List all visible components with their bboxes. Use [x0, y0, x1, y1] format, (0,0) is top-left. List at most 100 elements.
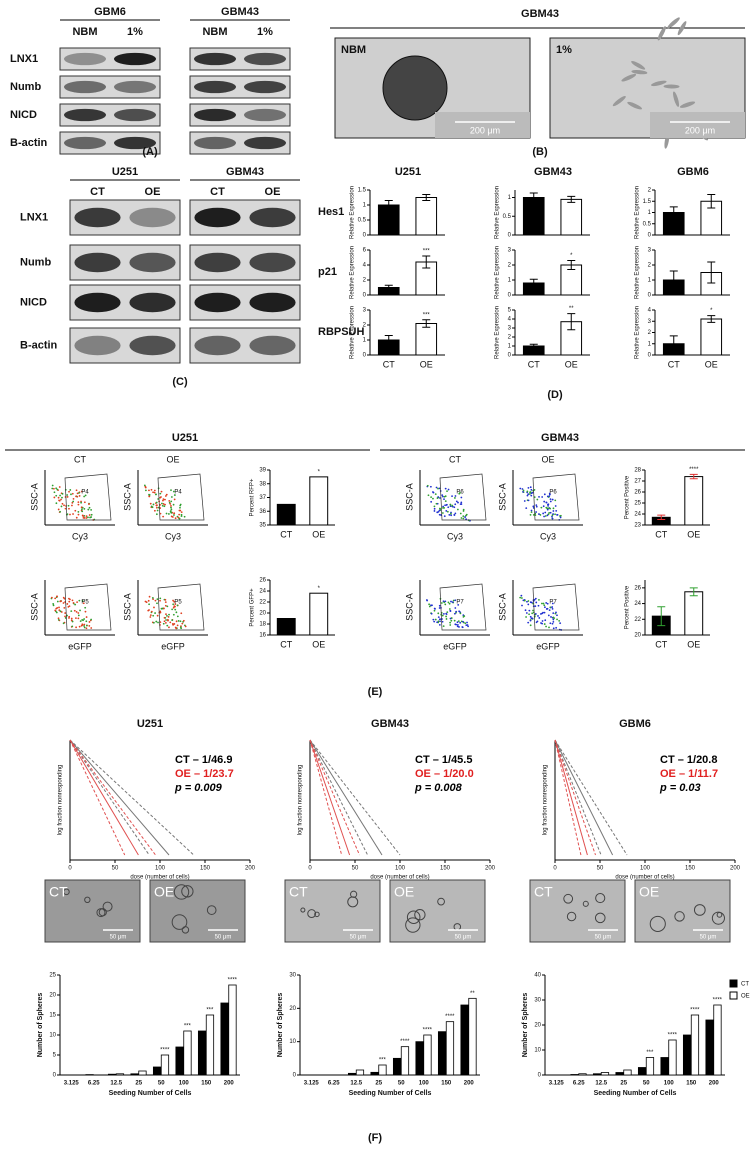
y-tick-label: 5: [508, 308, 512, 314]
x-tick-label: 6.25: [573, 1081, 585, 1087]
event-dot: [68, 597, 70, 600]
event-dot: [442, 505, 445, 508]
event-dot: [80, 624, 83, 627]
significance: ****: [689, 467, 699, 473]
y-tick-label: 22: [634, 617, 641, 623]
y-axis-label: Relative Expression: [635, 306, 641, 359]
event-dot: [551, 606, 554, 608]
y-tick-label: 5: [53, 1053, 57, 1059]
event-dot: [552, 620, 555, 623]
event-dot: [521, 604, 523, 607]
event-dot: [441, 494, 444, 497]
bar: [445, 1021, 455, 1076]
event-dot: [546, 602, 549, 605]
event-dot: [434, 493, 437, 495]
y-tick-label: 0: [293, 1073, 297, 1079]
significance: ****: [690, 1008, 700, 1014]
event-dot: [58, 606, 60, 609]
event-dot: [438, 623, 441, 626]
event-dot: [57, 618, 60, 621]
event-dot: [178, 509, 181, 512]
fit-line: [309, 739, 369, 856]
event-dot: [77, 510, 80, 513]
event-dot: [152, 491, 154, 494]
event-dot: [542, 505, 545, 508]
event-dot: [166, 614, 168, 617]
fit-line: [69, 739, 139, 856]
event-dot: [541, 620, 544, 622]
event-dot: [450, 514, 453, 517]
event-dot: [555, 509, 558, 512]
event-dot: [443, 498, 445, 500]
significance: ***: [206, 1008, 214, 1014]
event-dot: [85, 616, 88, 618]
fit-line: [69, 739, 170, 856]
event-dot: [172, 613, 175, 616]
bar: [130, 1073, 139, 1076]
x-tick-label: 150: [201, 1081, 212, 1087]
scale-label: 200 μm: [685, 125, 715, 135]
gate: [532, 473, 580, 521]
event-dot: [145, 601, 148, 604]
sphere: [674, 911, 685, 922]
event-dot: [551, 517, 554, 520]
condition-label: CT: [74, 454, 86, 464]
event-dot: [463, 615, 466, 617]
event-dot: [522, 491, 524, 493]
event-dot: [529, 624, 532, 627]
group-title: GBM43: [371, 718, 409, 730]
condition-label: CT: [90, 186, 105, 198]
event-dot: [85, 515, 88, 517]
event-dot: [435, 486, 438, 489]
y-tick-label: 27: [634, 479, 641, 485]
bar: [637, 1067, 647, 1076]
fit-line: [554, 739, 628, 856]
event-dot: [164, 601, 167, 604]
gate: [64, 583, 112, 631]
panel-label: (E): [368, 686, 383, 698]
bar: [682, 1034, 692, 1076]
event-dot: [172, 599, 174, 602]
y-axis-label: log fraction nonresponding: [543, 765, 549, 836]
event-dot: [170, 489, 172, 492]
protein-label: LNX1: [10, 53, 38, 65]
event-dot: [535, 511, 538, 513]
event-dot: [81, 508, 83, 511]
x-tick-label: CT: [668, 359, 680, 369]
y-tick-label: 0: [363, 233, 367, 239]
scale-label: 50 μm: [700, 935, 717, 941]
image-label: NBM: [341, 44, 366, 56]
sphere: [405, 917, 421, 933]
y-tick-label: 39: [259, 468, 266, 474]
event-dot: [60, 505, 63, 508]
event-dot: [551, 607, 554, 610]
event-dot: [58, 486, 61, 488]
event-dot: [150, 488, 153, 491]
gene-label: Hes1: [318, 206, 344, 218]
group-title: GBM43: [226, 166, 264, 178]
event-dot: [538, 617, 541, 619]
event-dot: [540, 506, 543, 509]
event-dot: [460, 501, 463, 504]
protein-label: Numb: [10, 81, 41, 93]
event-dot: [543, 500, 546, 503]
event-dot: [87, 516, 89, 519]
y-tick-label: 15: [49, 1013, 56, 1019]
band: [114, 108, 156, 122]
y-tick-label: 24: [634, 512, 641, 518]
event-dot: [547, 614, 550, 617]
y-tick-label: 40: [534, 973, 541, 979]
event-dot: [180, 515, 183, 517]
event-dot: [54, 609, 57, 612]
micrograph: [389, 879, 486, 943]
image-label: OE: [394, 884, 414, 900]
bar: [522, 197, 545, 236]
event-dot: [77, 513, 80, 516]
band: [249, 335, 296, 356]
micrograph: [149, 879, 246, 943]
event-dot: [444, 487, 447, 490]
x-tick-label: 200: [485, 866, 496, 872]
event-dot: [549, 498, 552, 501]
event-dot: [448, 608, 451, 610]
sphere: [63, 888, 70, 896]
